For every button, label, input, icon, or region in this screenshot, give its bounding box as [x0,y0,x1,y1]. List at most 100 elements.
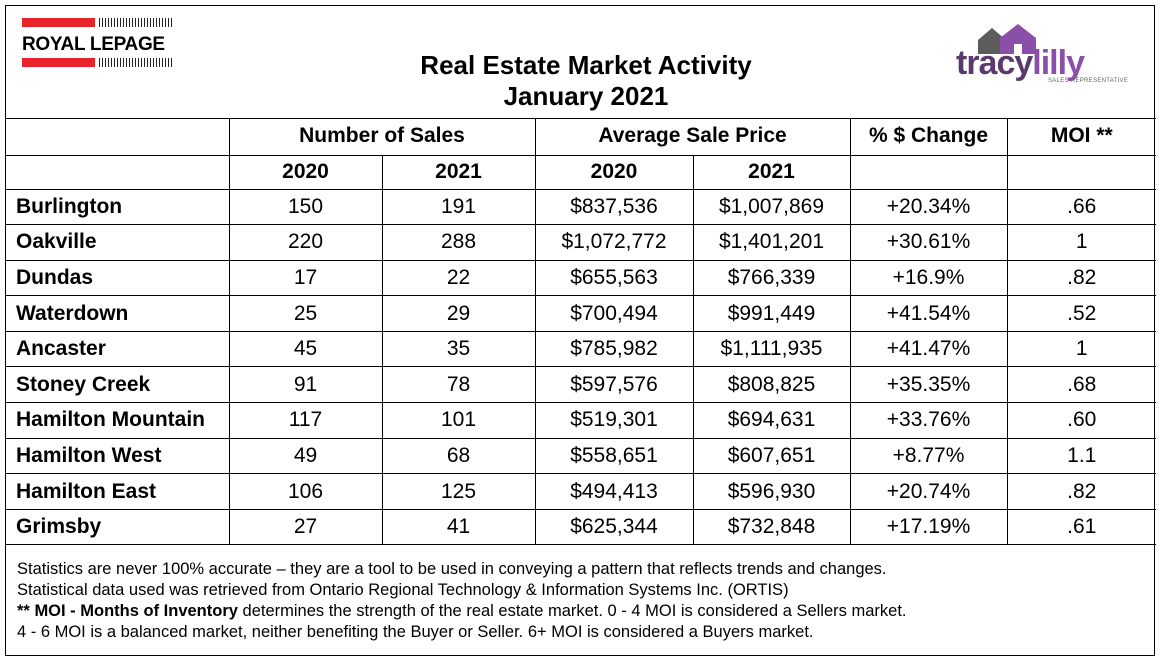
header-price-2021: 2021 [692,154,851,190]
header-sales-2021: 2021 [381,154,536,190]
sales-2021-cell: 41 [381,508,536,546]
table-row: Grimsby 27 41 $625,344 $732,848 +17.19% .61 [6,508,1156,546]
sales-2020-cell: 117 [228,402,383,439]
note-moi-prefix: ** [17,602,35,620]
table-year-header-row: 2020 2021 2020 2021 [6,154,1156,190]
report-frame: ROYAL LEPAGE Real Estate Market Activity… [5,5,1156,656]
change-cell: +41.54% [849,295,1008,332]
logo-barcode-top [99,18,172,27]
header-sales-2020: 2020 [228,154,383,190]
header-empty-cell [1006,154,1156,190]
table-row: Waterdown 25 29 $700,494 $991,449 +41.54% .52 [6,295,1156,332]
table-row: Ancaster 45 35 $785,982 $1,111,935 +41.47% 1 [6,330,1156,368]
tracy-text: tracy [956,44,1033,82]
royal-lepage-wordmark: ROYAL LEPAGE [22,34,165,55]
page-title: Real Estate Market Activity January 2021 [386,50,786,112]
royal-lepage-logo: ROYAL LEPAGE [22,18,172,70]
change-cell: +20.74% [849,473,1008,510]
title-line-2: January 2021 [503,81,669,111]
moi-cell: 1 [1006,330,1156,368]
price-2021-cell: $1,401,201 [692,224,851,261]
note-moi-term: MOI - Months of Inventory [34,602,238,620]
city-cell: Stoney Creek [6,366,230,404]
sales-2020-cell: 27 [228,508,383,546]
city-cell: Hamilton East [6,473,230,510]
sales-2021-cell: 22 [381,259,536,297]
table-row: Hamilton West 49 68 $558,651 $607,651 +8.77% 1… [6,437,1156,475]
sales-2021-cell: 29 [381,295,536,332]
moi-cell: .52 [1006,295,1156,332]
table-group-header-row: Number of Sales Average Sale Price % $ C… [6,118,1156,156]
city-cell: Dundas [6,259,230,297]
table-row: Hamilton Mountain 117 101 $519,301 $694,631 +… [6,402,1156,439]
change-cell: +30.61% [849,224,1008,261]
house-icon [978,24,1036,54]
header-empty-cell [849,154,1008,190]
city-cell: Hamilton Mountain [6,402,230,439]
price-2020-cell: $558,651 [534,437,694,475]
price-2021-cell: $808,825 [692,366,851,404]
note-moi-scale: 4 - 6 MOI is a balanced market, neither … [17,623,814,641]
price-2021-cell: $766,339 [692,259,851,297]
sales-2021-cell: 125 [381,473,536,510]
sales-2020-cell: 106 [228,473,383,510]
sales-2020-cell: 45 [228,330,383,368]
sales-2021-cell: 191 [381,189,536,226]
table-row: Dundas 17 22 $655,563 $766,339 +16.9% .82 [6,259,1156,297]
change-cell: +33.76% [849,402,1008,439]
moi-cell: .66 [1006,189,1156,226]
sales-2021-cell: 68 [381,437,536,475]
price-2020-cell: $625,344 [534,508,694,546]
sales-2020-cell: 91 [228,366,383,404]
price-2020-cell: $519,301 [534,402,694,439]
logo-red-bar-top [22,18,95,27]
tracylilly-tagline: SALES REPRESENTATIVE [1048,78,1129,84]
header-price-2020: 2020 [534,154,694,190]
price-2021-cell: $694,631 [692,402,851,439]
moi-cell: .68 [1006,366,1156,404]
header-empty-cell [6,118,230,156]
city-cell: Hamilton West [6,437,230,475]
price-2020-cell: $655,563 [534,259,694,297]
footnotes: Statistics are never 100% accurate – the… [17,559,1147,643]
moi-cell: 1 [1006,224,1156,261]
header-moi: MOI ** [1006,118,1156,156]
price-2020-cell: $700,494 [534,295,694,332]
change-cell: +17.19% [849,508,1008,546]
sales-2021-cell: 35 [381,330,536,368]
note-source: Statistical data used was retrieved from… [17,581,789,599]
market-activity-table: Number of Sales Average Sale Price % $ C… [6,118,1156,546]
price-2021-cell: $1,111,935 [692,330,851,368]
title-line-1: Real Estate Market Activity [420,50,752,80]
sales-2020-cell: 25 [228,295,383,332]
sales-2021-cell: 78 [381,366,536,404]
sales-2020-cell: 150 [228,189,383,226]
header-average-sale-price: Average Sale Price [534,118,851,156]
change-cell: +8.77% [849,437,1008,475]
moi-cell: .61 [1006,508,1156,546]
report-header: ROYAL LEPAGE Real Estate Market Activity… [6,6,1156,119]
table-row: Stoney Creek 91 78 $597,576 $808,825 +35.35%.… [6,366,1156,404]
sales-2021-cell: 288 [381,224,536,261]
tracylilly-wordmark: tracylilly [956,44,1085,83]
price-2020-cell: $494,413 [534,473,694,510]
header-number-of-sales: Number of Sales [228,118,536,156]
change-cell: +20.34% [849,189,1008,226]
price-2021-cell: $991,449 [692,295,851,332]
lilly-text: lilly [1032,44,1085,82]
table-row: Hamilton East 106 125 $494,413 $596,930 +20.7… [6,473,1156,510]
note-accuracy: Statistics are never 100% accurate – the… [17,560,887,578]
change-cell: +16.9% [849,259,1008,297]
sales-2020-cell: 17 [228,259,383,297]
change-cell: +41.47% [849,330,1008,368]
sales-2020-cell: 49 [228,437,383,475]
price-2020-cell: $1,072,772 [534,224,694,261]
price-2021-cell: $607,651 [692,437,851,475]
moi-cell: .82 [1006,259,1156,297]
moi-cell: .60 [1006,402,1156,439]
logo-red-bar-bottom [22,58,95,67]
city-cell: Waterdown [6,295,230,332]
price-2020-cell: $837,536 [534,189,694,226]
table-body: Burlington 150 191 $837,536 $1,007,869 +20.34… [6,189,1156,546]
change-cell: +35.35% [849,366,1008,404]
